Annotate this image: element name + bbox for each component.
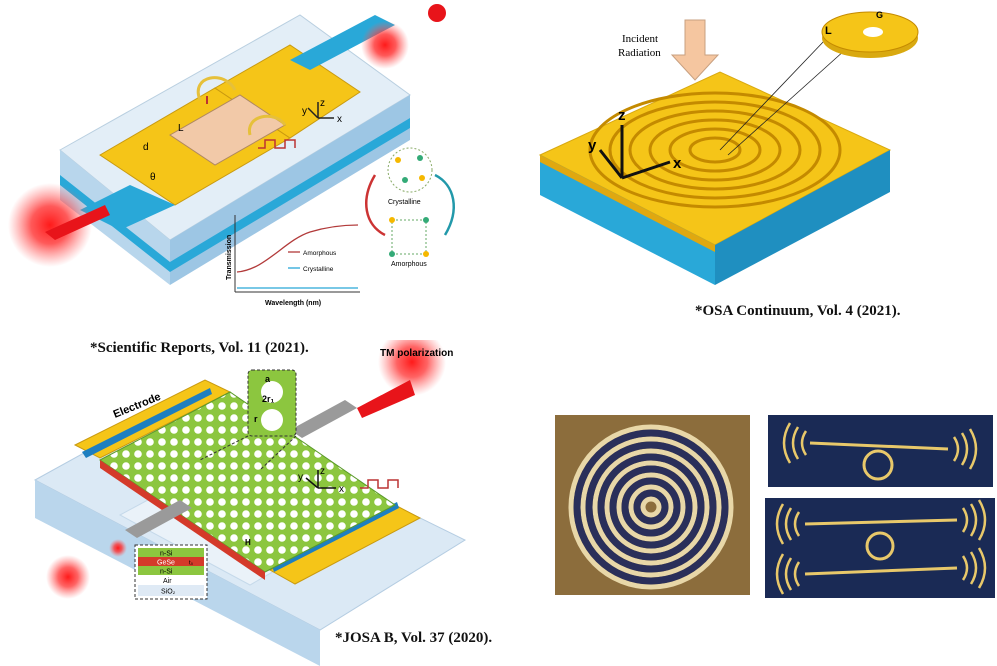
crystal-structure-icon: Crystalline Amorphous: [365, 147, 455, 268]
svg-text:Air: Air: [163, 578, 172, 585]
bullseye-diagram: Incident Radiation z y x L G: [538, 10, 919, 285]
label-L: L: [178, 123, 184, 134]
series-amorphous: [236, 224, 359, 273]
svg-text:SiO₂: SiO₂: [161, 589, 176, 596]
svg-text:z: z: [320, 98, 325, 109]
svg-text:z: z: [618, 107, 626, 124]
panel-bullseye: Incident Radiation z y x L G: [530, 0, 997, 300]
height-label: H: [245, 538, 251, 547]
svg-text:2r₁: 2r₁: [262, 394, 275, 404]
svg-text:Crystalline: Crystalline: [388, 199, 421, 206]
waveguide-input: [80, 185, 175, 230]
axes-icon: z y x: [302, 98, 342, 125]
slab-side: [715, 150, 890, 285]
panel-photonic-crystal: Electrode Electrode a 2r₁ r z y x H: [0, 340, 480, 666]
laser-glow-input: [8, 183, 92, 267]
svg-text:t₀: t₀: [189, 561, 194, 567]
ground-wire: [196, 76, 237, 101]
svg-text:x: x: [673, 155, 682, 172]
waveguide-output: [290, 400, 357, 438]
svg-text:r: r: [254, 414, 258, 424]
laser-glow-output: [378, 340, 446, 396]
svg-text:Amorphous: Amorphous: [391, 261, 427, 268]
panel-waveguide-switch: L d θ z y x Crystalline: [0, 0, 470, 330]
svg-text:L: L: [825, 25, 832, 37]
laser-dot: [428, 4, 446, 22]
pulse-icon: [258, 139, 296, 149]
caption-scientific-reports: *Scientific Reports, Vol. 11 (2021).: [90, 340, 309, 356]
svg-text:GeSe: GeSe: [157, 560, 175, 567]
svg-text:y: y: [298, 472, 303, 483]
photonic-crystal-diagram: Electrode Electrode a 2r₁ r z y x H: [33, 340, 467, 666]
svg-text:y: y: [302, 106, 307, 117]
laser-glow-output: [361, 21, 409, 69]
caption-osa-continuum: *OSA Continuum, Vol. 4 (2021).: [695, 303, 901, 319]
legend-amorphous: Amorphous: [303, 250, 337, 257]
incident-label-line1: Incident: [622, 33, 658, 45]
photo-bullseye-fabricated: [555, 415, 750, 595]
photo-ring-resonator-double: [765, 498, 995, 598]
svg-text:x: x: [339, 484, 344, 495]
tm-polarization-label: TM polarization: [380, 348, 453, 359]
label-theta: θ: [150, 172, 156, 183]
axes-icon: z y x: [588, 107, 682, 180]
waveguide-input: [125, 500, 192, 538]
layer-stack-inset: n-Si GeSe t₀ n-Si Air SiO₂: [134, 544, 208, 600]
axes-icon: z y x: [298, 466, 344, 495]
svg-text:x: x: [337, 114, 342, 125]
incident-arrow-icon: [670, 19, 720, 81]
svg-text:a: a: [265, 374, 271, 384]
svg-text:G: G: [876, 10, 883, 20]
svg-text:y: y: [588, 137, 597, 154]
unit-cell-inset: a 2r₁ r: [247, 369, 297, 437]
svg-text:n-Si: n-Si: [160, 569, 173, 576]
gese-layer: [100, 460, 265, 580]
bullseye-rings: [588, 91, 842, 209]
laser-beam-input: [45, 205, 110, 240]
waveguide-switch-diagram: L d θ z y x Crystalline: [8, 4, 455, 307]
plot-xlabel: Wavelength (nm): [265, 300, 321, 307]
pulse-wire: [248, 114, 287, 136]
plot-ylabel: Transmission: [226, 235, 233, 280]
pulse-icon: [360, 479, 399, 489]
transmission-plot: Amorphous Crystalline Wavelength (nm) Tr…: [226, 215, 360, 307]
ring-inset: L G: [821, 10, 919, 58]
svg-text:n-Si: n-Si: [160, 551, 173, 558]
label-d: d: [143, 142, 149, 153]
incident-label-line2: Radiation: [618, 47, 661, 59]
slab-front: [540, 155, 715, 285]
caption-josa-b: *JOSA B, Vol. 37 (2020).: [335, 630, 493, 646]
legend-crystalline: Crystalline: [303, 266, 334, 273]
photo-ring-resonator-single: [768, 415, 993, 487]
laser-beam-output: [357, 380, 415, 418]
laser-glow-input: [46, 555, 90, 599]
svg-text:z: z: [320, 466, 325, 477]
